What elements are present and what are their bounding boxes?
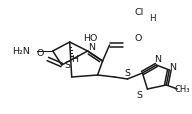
Text: S: S — [65, 61, 71, 70]
Text: H₂N: H₂N — [12, 47, 30, 56]
Text: H: H — [149, 13, 156, 22]
Text: HO: HO — [83, 33, 98, 42]
Text: O: O — [134, 33, 142, 42]
Text: N: N — [169, 63, 176, 72]
Text: O: O — [36, 48, 44, 57]
Text: H: H — [71, 55, 78, 64]
Text: S: S — [137, 91, 142, 100]
Text: N: N — [88, 42, 95, 51]
Text: CH₃: CH₃ — [175, 84, 190, 93]
Text: N: N — [154, 55, 161, 64]
Text: S: S — [124, 68, 131, 77]
Text: Cl: Cl — [135, 7, 144, 16]
